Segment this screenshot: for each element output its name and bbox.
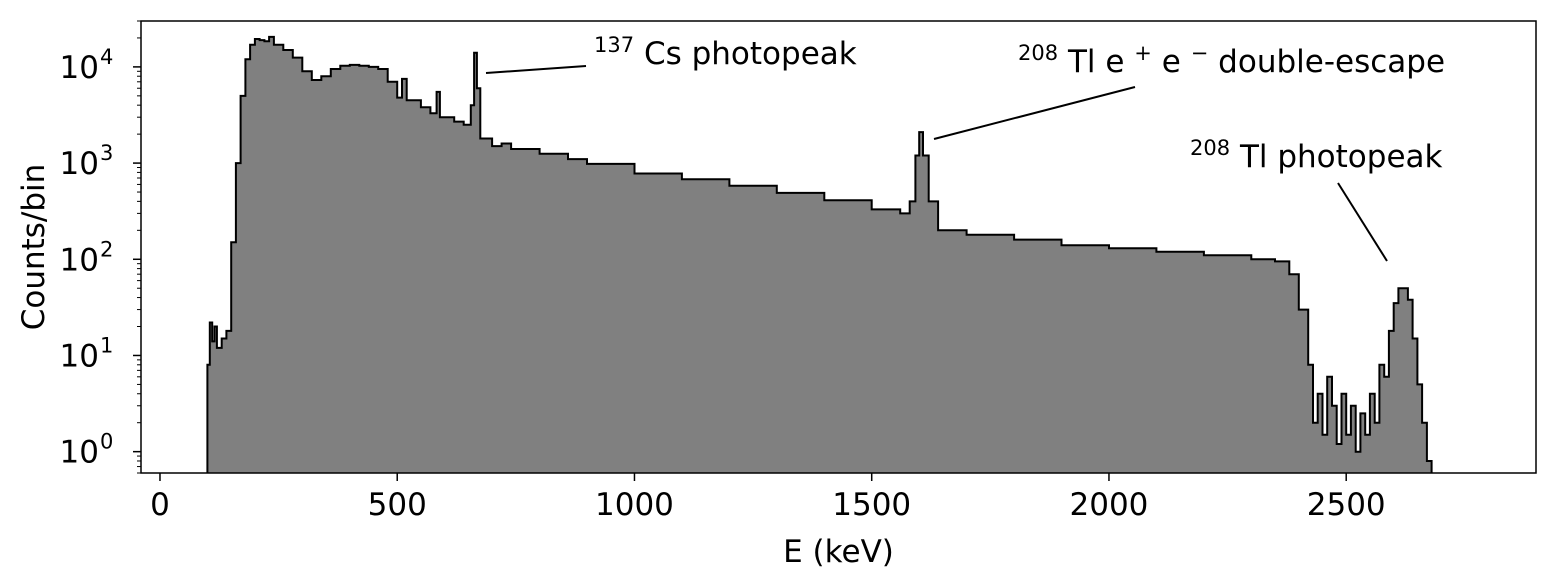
annotation-cs137-mass: 137	[594, 33, 634, 57]
y-tick-exponent: 1	[100, 333, 113, 357]
spectrum-line	[206, 35, 1433, 473]
y-tick-exponent: 4	[100, 45, 113, 69]
annotation-cs137: 137 Cs photopeak	[485, 24, 857, 74]
annotation-cs137-text: Cs photopeak	[644, 36, 857, 72]
plot-frame	[140, 20, 1537, 474]
y-tick-label: 10	[60, 50, 99, 86]
x-tick-label: 1000	[595, 487, 674, 523]
annotation-positron-sup: +	[1134, 41, 1152, 65]
y-axis-label: Counts/bin	[16, 164, 52, 331]
y-tick-label: 10	[60, 338, 99, 374]
annotation-tl208-de-tail: double-escape	[1218, 44, 1445, 80]
x-tick-label: 500	[368, 487, 427, 523]
y-tick-exponent: 2	[100, 237, 113, 261]
annotation-tl208-photopeak-label: 208 Tl photopeak	[1190, 127, 1443, 175]
annotation-cs137-pointer	[485, 65, 587, 74]
y-tick-exponent: 0	[100, 430, 113, 454]
annotation-tl208-double-escape-label: 208 Tl e + e − double-escape	[1018, 32, 1445, 80]
x-axis-label: E (keV)	[783, 534, 894, 570]
x-axis: 0 500 1000 1500 2000 2500	[150, 473, 1386, 523]
y-tick-label: 10	[60, 146, 99, 182]
annotation-tl208-de-text: Tl e	[1067, 44, 1124, 80]
annotation-electron-sup: −	[1191, 41, 1209, 65]
y-tick-exponent: 3	[100, 141, 113, 165]
annotation-tl208-de-mass: 208	[1018, 41, 1058, 65]
annotation-tl208-photopeak-pointer	[1337, 182, 1388, 262]
x-tick-label: 2500	[1307, 487, 1386, 523]
annotation-cs137-label: 137 Cs photopeak	[594, 24, 857, 72]
plot-area	[140, 20, 1537, 474]
x-tick-label: 2000	[1070, 487, 1149, 523]
annotation-tl208-double-escape-pointer	[933, 86, 1136, 140]
y-tick-label: 10	[60, 242, 99, 278]
spectrum-fill	[207, 36, 1434, 474]
y-tick-label: 10	[60, 435, 99, 471]
annotation-tl208-double-escape: 208 Tl e + e − double-escape	[933, 32, 1445, 140]
x-tick-label: 0	[150, 487, 170, 523]
annotation-tl208-photopeak: 208 Tl photopeak	[1190, 127, 1443, 262]
annotation-electron-text: e	[1162, 44, 1181, 80]
annotation-tl208-pp-text: Tl photopeak	[1239, 139, 1443, 175]
x-tick-label: 1500	[832, 487, 911, 523]
annotation-tl208-pp-mass: 208	[1190, 136, 1230, 160]
